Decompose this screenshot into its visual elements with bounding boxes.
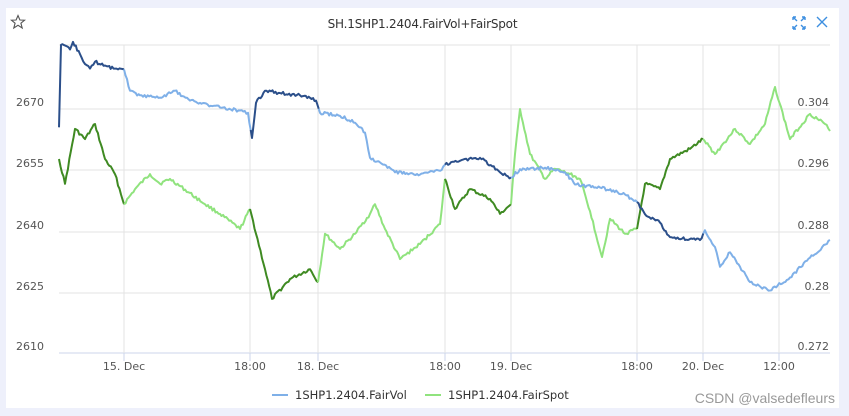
close-icon[interactable]	[815, 15, 829, 29]
legend-label-fairspot: 1SHP1.2404.FairSpot	[448, 388, 569, 402]
y-axis-right-labels: 0.272 0.28 0.288 0.296 0.304	[798, 96, 830, 353]
fairspot-line-segment	[123, 173, 251, 230]
y-right-tick-label: 0.296	[798, 157, 830, 170]
fairspot-line-segment	[249, 208, 319, 300]
fairvol-line-segment	[317, 108, 446, 177]
fairvol-line-segment	[636, 201, 705, 242]
legend-label-fairvol: 1SHP1.2404.FairVol	[295, 388, 407, 402]
y-left-tick-label: 2625	[16, 280, 44, 293]
legend-item-fairspot[interactable]: 1SHP1.2404.FairSpot	[425, 388, 569, 402]
fairvol-line-segment	[702, 229, 831, 292]
chart-panel: SH.1SHP1.2404.FairVol+FairSpot 1SHP1.240…	[6, 8, 839, 408]
y-left-tick-label: 2640	[16, 219, 44, 232]
grid-lines	[59, 44, 830, 361]
x-tick-label: 12:00	[763, 360, 795, 373]
fairspot-line-segment	[636, 137, 704, 230]
chart-legend: 1SHP1.2404.FairVol 1SHP1.2404.FairSpot	[6, 388, 839, 404]
y-left-tick-label: 2655	[16, 157, 44, 170]
x-tick-label: 19. Dec	[490, 360, 532, 373]
x-tick-label: 18. Dec	[297, 360, 339, 373]
x-tick-label: 15. Dec	[103, 360, 145, 373]
y-right-tick-label: 0.288	[798, 219, 830, 232]
fairspot-line-segment	[58, 123, 125, 205]
fairvol-line-segment	[444, 156, 512, 180]
x-axis-labels: 15. Dec 18:00 18. Dec 18:00 19. Dec 18:00 20. …	[103, 360, 795, 373]
x-tick-label: 18:00	[234, 360, 266, 373]
fairvol-line-segment	[58, 40, 125, 128]
y-right-tick-label: 0.304	[798, 96, 830, 109]
legend-swatch-fairspot	[425, 394, 441, 396]
expand-icon[interactable]	[792, 16, 806, 30]
fairspot-line-segment	[444, 178, 512, 215]
y-axis-left-labels: 2610 2625 2640 2655 2670	[16, 96, 44, 353]
fairvol-line-segment	[249, 89, 320, 139]
x-tick-label: 18:00	[429, 360, 461, 373]
y-left-tick-label: 2610	[16, 340, 44, 353]
star-icon[interactable]	[10, 14, 26, 30]
y-right-tick-label: 0.28	[805, 280, 830, 293]
legend-item-fairvol[interactable]: 1SHP1.2404.FairVol	[272, 388, 407, 402]
fairspot-line-segment	[510, 108, 638, 258]
fairvol-line-segment	[123, 69, 252, 131]
fairspot-line-segment	[317, 178, 446, 283]
legend-swatch-fairvol	[272, 394, 288, 396]
fairspot-line-segment	[702, 86, 831, 156]
chart-title: SH.1SHP1.2404.FairVol+FairSpot	[327, 17, 518, 31]
x-tick-label: 18:00	[621, 360, 653, 373]
y-right-tick-label: 0.272	[798, 340, 830, 353]
x-tick-label: 20. Dec	[682, 360, 724, 373]
watermark: CSDN @valsedefleurs	[694, 390, 835, 406]
fairvol-line-segment	[510, 165, 638, 203]
series-lines	[58, 40, 831, 300]
y-left-tick-label: 2670	[16, 96, 44, 109]
